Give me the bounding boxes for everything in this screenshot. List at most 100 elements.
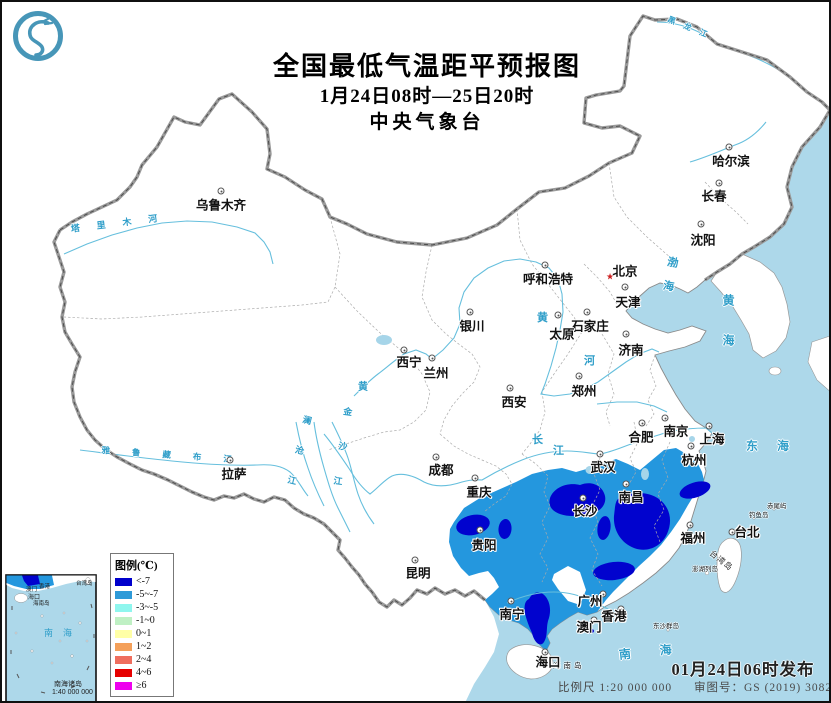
city-label: 上海 <box>699 432 725 447</box>
legend-row: ≥6 <box>115 679 169 692</box>
city-marker <box>217 187 225 195</box>
legend-rows: <-7 -5~-7 -3~-5 -1~0 0~1 1~2 2~4 4~6 ≥6 <box>115 575 169 692</box>
legend-swatch <box>115 642 132 651</box>
legend-row: -3~-5 <box>115 601 169 614</box>
inset-label: 1:40 000 000 <box>52 689 93 696</box>
city-label: 西宁 <box>396 355 422 370</box>
water-label: 黄海 <box>721 294 735 374</box>
legend-swatch <box>115 577 132 586</box>
city-marker <box>622 480 630 488</box>
city-label: 太原 <box>549 327 575 342</box>
city-label: 长春 <box>701 189 727 204</box>
legend-label: <-7 <box>136 576 150 587</box>
legend-row: -1~0 <box>115 614 169 627</box>
city-label: 贵阳 <box>471 538 497 553</box>
chiwei-island <box>772 507 776 511</box>
agency-name: 中央气象台 <box>369 112 485 133</box>
legend-label: 4~6 <box>136 667 152 678</box>
city-marker <box>575 372 583 380</box>
city-label: 广州 <box>577 594 603 609</box>
city-label: 昆明 <box>405 566 431 581</box>
inset-label: 澳门 <box>26 587 38 593</box>
city-marker <box>507 597 515 605</box>
map-title: 全国最低气温距平预报图 <box>272 52 581 81</box>
island-label: 澎湖列岛 <box>692 566 718 573</box>
city-marker <box>596 450 604 458</box>
city-marker <box>476 526 484 534</box>
dongsha-island <box>666 628 670 632</box>
city-marker <box>638 419 646 427</box>
city-marker <box>226 456 234 464</box>
legend-row: 1~2 <box>115 640 169 653</box>
city-marker <box>400 346 408 354</box>
city-label: 郑州 <box>571 384 597 399</box>
city-marker <box>466 308 474 316</box>
water-label: 河 <box>584 355 595 367</box>
city-label: 天津 <box>615 295 641 310</box>
city-marker <box>411 556 419 564</box>
island-label: 钓鱼岛 <box>749 512 769 519</box>
city-label: 北京 <box>612 264 638 279</box>
city-label: 南宁 <box>499 607 525 622</box>
legend-label: -5~-7 <box>136 589 159 600</box>
legend-swatch <box>115 681 132 690</box>
approval-number: 审图号：GS (2019) 3082号 <box>694 682 831 694</box>
city-label: 南京 <box>663 424 689 439</box>
city-label: 杭州 <box>681 453 707 468</box>
city-label: 南昌 <box>618 490 644 505</box>
legend-label: -1~0 <box>136 615 155 626</box>
city-marker <box>715 179 723 187</box>
city-marker <box>590 616 598 624</box>
legend-row: -5~-7 <box>115 588 169 601</box>
inset-islets <box>14 611 89 665</box>
water-label: 黄 <box>358 382 368 393</box>
legend-label: -3~-5 <box>136 602 159 613</box>
city-label: 呼和浩特 <box>522 272 574 287</box>
anomaly-zones-below-minus7 <box>456 481 711 645</box>
city-marker <box>622 330 630 338</box>
city-label: 沈阳 <box>690 233 716 248</box>
capital-star-marker: ★ <box>605 271 615 282</box>
island-label: 赤尾屿 <box>767 503 787 510</box>
legend-label: 0~1 <box>136 628 152 639</box>
city-marker <box>617 605 625 613</box>
inset-label: 南海 <box>44 628 83 638</box>
city-label: 拉萨 <box>221 467 247 482</box>
taiwan-island <box>716 537 742 593</box>
city-marker <box>541 648 549 656</box>
legend-swatch <box>115 629 132 638</box>
city-label: 台北 <box>734 525 760 540</box>
legend-swatch <box>115 616 132 625</box>
map-valid-period: 1月24日08时—25日20时 <box>319 86 535 107</box>
jeju-island <box>768 366 782 376</box>
city-label: 澳门 <box>576 620 602 635</box>
hainan-island <box>506 644 554 680</box>
city-marker <box>579 494 587 502</box>
island-label: 海南岛 <box>553 661 585 670</box>
map-scale: 比例尺 1:20 000 000 <box>558 682 673 694</box>
water-label: 东海 <box>746 439 809 453</box>
province-boundaries <box>63 162 749 587</box>
city-marker <box>554 311 562 319</box>
island-label: 东沙群岛 <box>653 623 679 630</box>
city-label: 香港 <box>601 609 627 624</box>
inset-label: 海口 <box>28 595 41 601</box>
city-marker <box>583 308 591 316</box>
legend-swatch <box>115 655 132 664</box>
legend-row: <-7 <box>115 575 169 588</box>
water-label: 江 <box>553 445 564 457</box>
korea-peninsula <box>710 253 791 359</box>
legend-row: 2~4 <box>115 653 169 666</box>
penghu-islands <box>704 570 710 576</box>
city-label: 合肥 <box>628 430 654 445</box>
cma-logo <box>13 11 63 61</box>
inset-label: 台湾岛 <box>76 581 93 587</box>
city-label: 乌鲁木齐 <box>195 198 247 213</box>
city-label: 兰州 <box>423 366 449 381</box>
inset-label: 香港 <box>39 584 51 590</box>
inset-taiwan <box>85 577 91 585</box>
city-label: 重庆 <box>466 485 492 500</box>
city-marker <box>599 590 607 598</box>
legend-swatch <box>115 603 132 612</box>
